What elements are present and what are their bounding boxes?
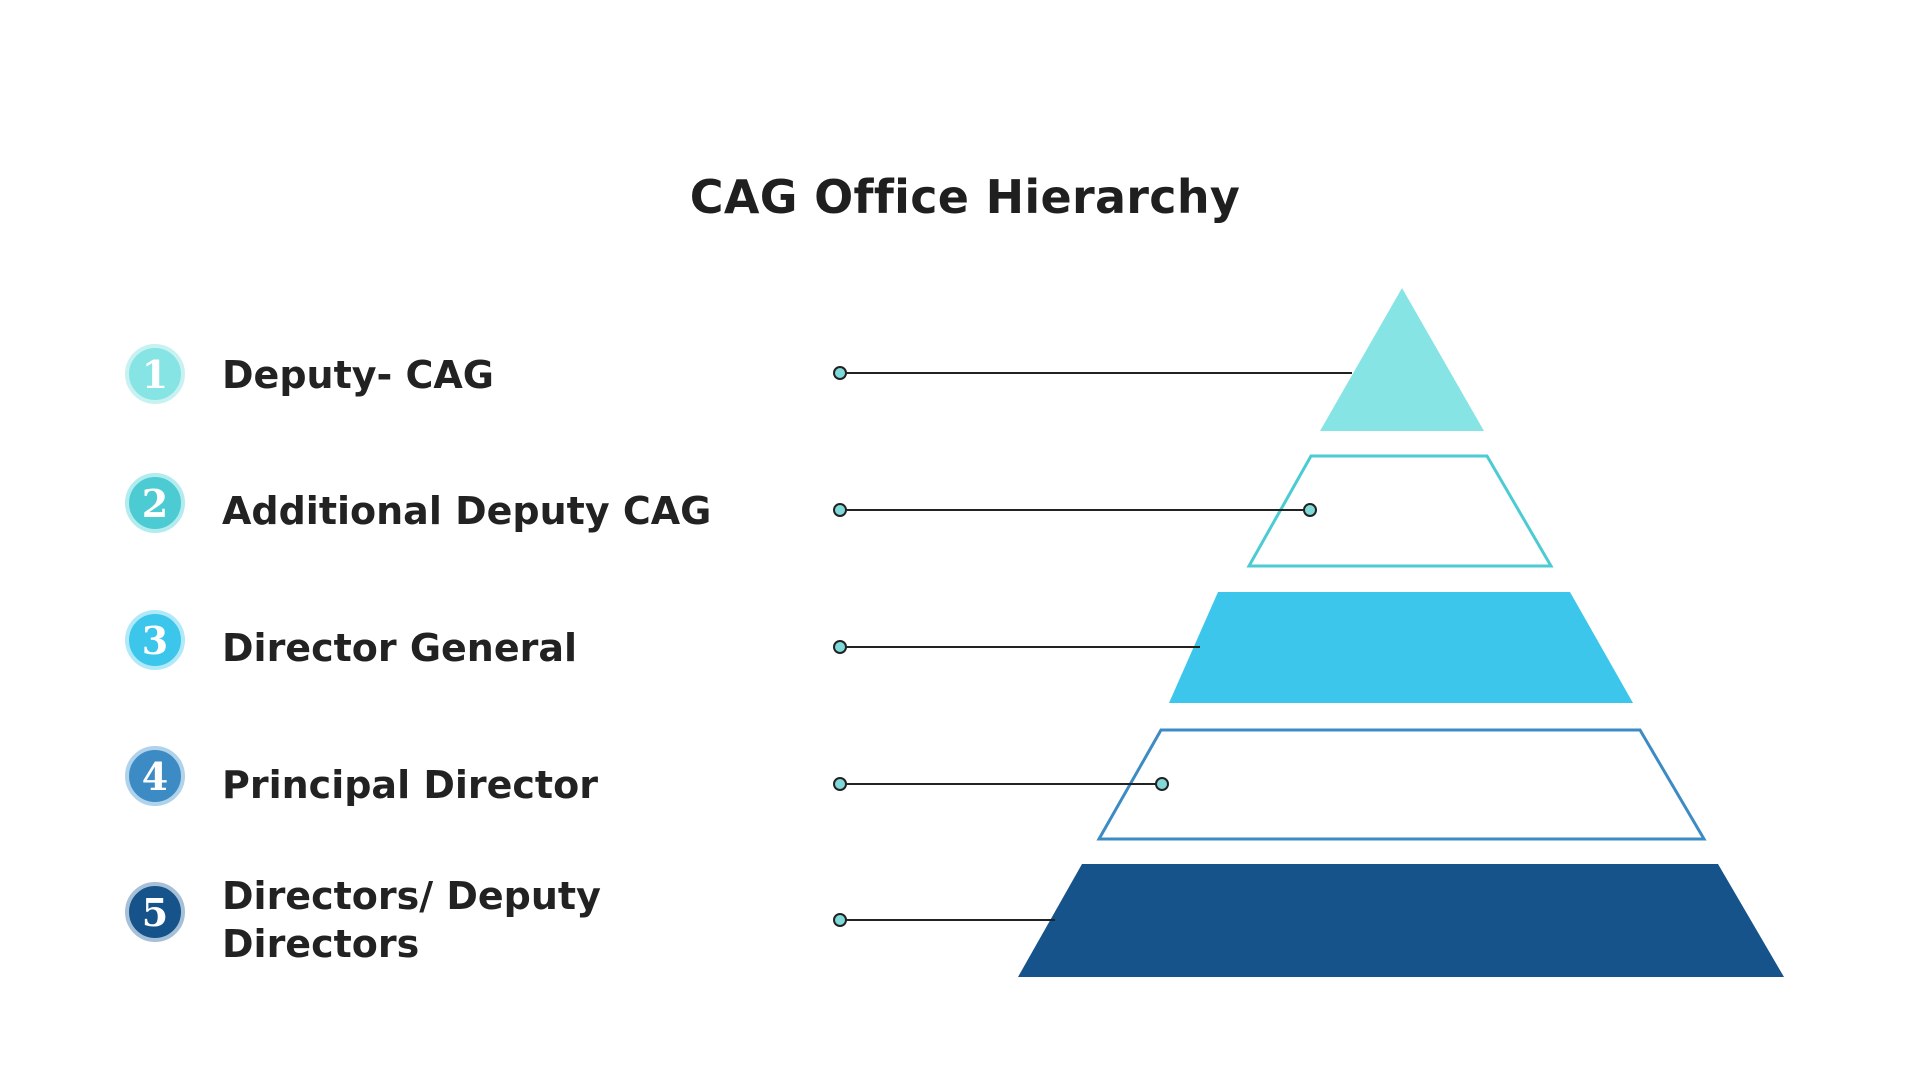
level-label-4: Principal Director [222,763,598,807]
level-label-1: Deputy- CAG [222,353,494,397]
pyramid-tier-1 [1320,288,1484,431]
level-badge-2: 2 [125,473,185,533]
connector-dot-3 [833,640,847,654]
connector-dot-1 [833,366,847,380]
svg-text:3: 3 [142,618,168,663]
connector-dot-5 [833,913,847,927]
connector-dot-2-start [833,503,847,517]
connector-dot-4-end [1155,777,1169,791]
page-title: CAG Office Hierarchy [689,170,1241,224]
svg-text:5: 5 [142,890,168,935]
pyramid-tier-4 [1096,728,1707,841]
svg-text:2: 2 [142,481,168,526]
level-badge-5: 5 [125,882,185,942]
connector-dot-2-end [1303,503,1317,517]
svg-text:1: 1 [142,352,168,397]
pyramid-tier-2 [1246,454,1554,568]
connector-dot-4-start [833,777,847,791]
level-label-5: Directors/ Deputy Directors [222,874,601,966]
level-label-3: Director General [222,626,578,670]
pyramid-tier-5 [1018,864,1784,977]
pyramid-tier-3 [1169,592,1633,703]
level-label-2: Additional Deputy CAG [222,489,712,533]
level-badge-1: 1 [125,344,185,404]
svg-text:4: 4 [142,754,168,799]
level-badge-4: 4 [125,746,185,806]
level-badge-3: 3 [125,610,185,670]
